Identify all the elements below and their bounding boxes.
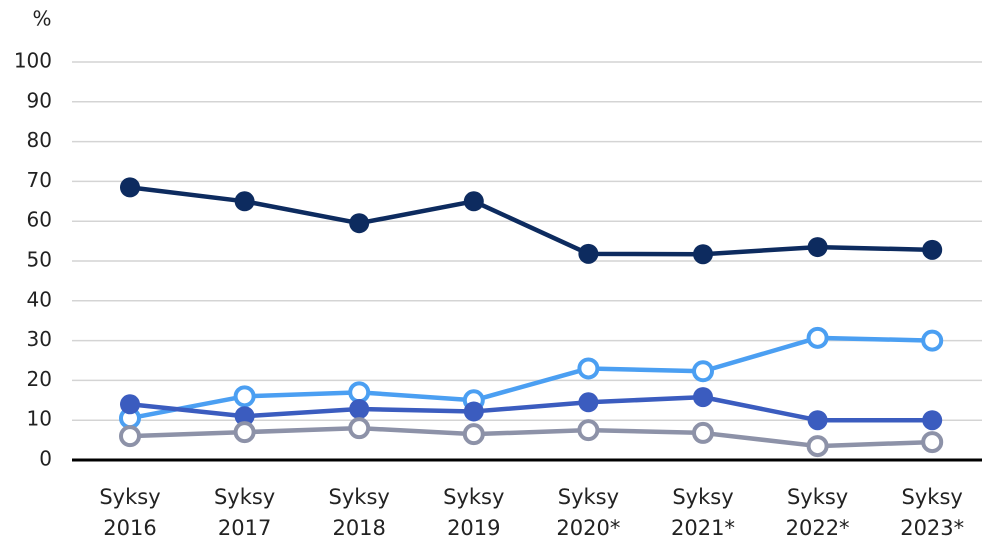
y-tick-label: 90	[27, 88, 52, 112]
x-tick-label: Syksy 2021*	[671, 485, 735, 540]
data-point	[807, 237, 828, 258]
data-point	[806, 326, 829, 349]
data-point	[692, 360, 714, 383]
data-point	[693, 387, 713, 408]
x-tick-label: Syksy 2017	[213, 485, 276, 540]
y-tick-label: 0	[39, 447, 52, 471]
data-point	[463, 401, 484, 422]
data-point	[921, 329, 944, 352]
series-line	[129, 394, 933, 423]
y-tick-label: 30	[27, 327, 52, 351]
data-point	[463, 191, 484, 212]
data-point	[462, 423, 485, 446]
y-tick-label: 20	[27, 367, 52, 391]
x-tick-label: Syksy 2022*	[785, 485, 850, 540]
data-point	[233, 421, 256, 444]
x-tick-label: Syksy 2020*	[556, 485, 621, 540]
data-point	[348, 417, 371, 440]
data-point	[120, 177, 140, 198]
y-axis-label: %	[32, 7, 51, 31]
data-point	[806, 435, 829, 458]
y-tick-label: 70	[27, 168, 52, 192]
data-point	[233, 385, 256, 408]
series-line	[129, 425, 933, 449]
data-point	[921, 431, 944, 454]
data-point	[348, 381, 371, 404]
y-tick-label: 50	[27, 248, 52, 272]
y-tick-label: 100	[14, 49, 52, 73]
data-point	[349, 213, 370, 234]
y-tick-label: 60	[27, 208, 52, 232]
data-point	[577, 419, 600, 442]
y-tick-label: 80	[27, 128, 52, 152]
x-tick-label: Syksy 2019	[443, 485, 505, 540]
data-point	[577, 357, 600, 380]
x-tick-label: Syksy 2023*	[900, 485, 965, 540]
data-point	[120, 394, 140, 415]
data-point	[692, 421, 714, 444]
data-point	[119, 425, 141, 448]
data-point	[922, 239, 943, 260]
data-point	[693, 244, 713, 265]
data-point	[234, 406, 255, 427]
data-point	[922, 410, 943, 431]
x-tick-label: Syksy 2016	[99, 485, 161, 540]
series-line	[129, 185, 933, 257]
data-point	[578, 243, 599, 264]
data-point	[234, 191, 255, 212]
series-line	[129, 335, 933, 421]
data-point	[349, 399, 370, 420]
data-point	[807, 410, 828, 431]
y-tick-label: 10	[27, 407, 52, 431]
y-tick-label: 40	[27, 287, 52, 311]
data-point	[578, 392, 599, 413]
x-tick-label: Syksy 2018	[328, 485, 390, 540]
